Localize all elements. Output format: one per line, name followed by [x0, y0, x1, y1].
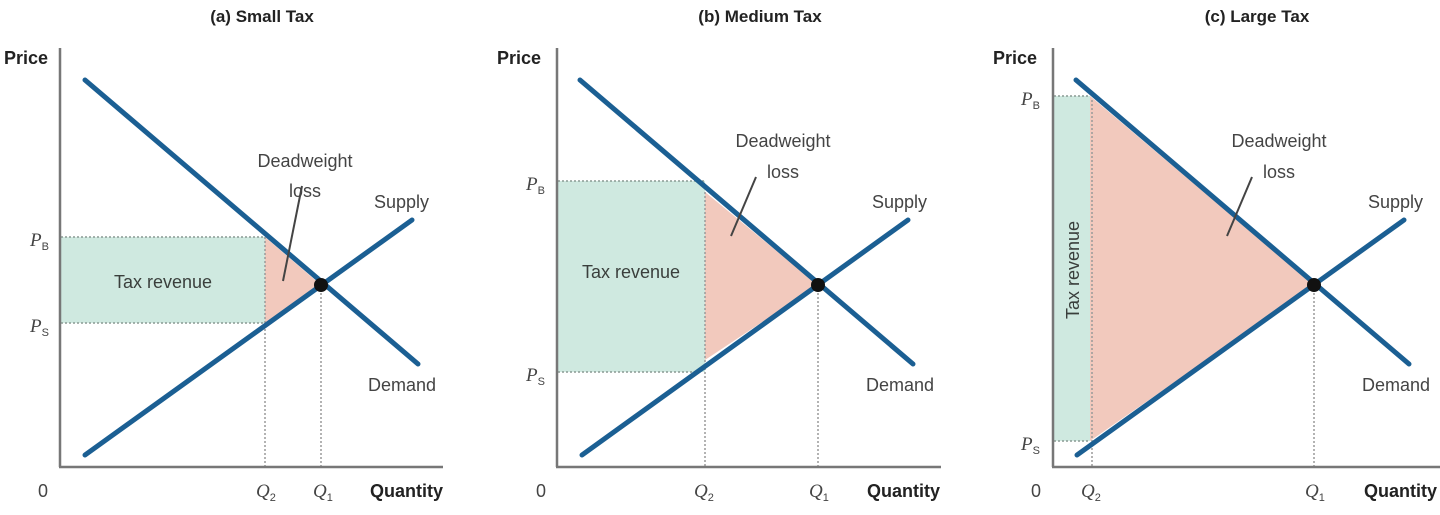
supply-curve	[82, 217, 415, 458]
supply-curve	[1074, 217, 1407, 458]
panel-title: (c) Large Tax	[1205, 7, 1310, 26]
demand-label: Demand	[368, 375, 436, 395]
ps-label: PS	[525, 365, 545, 388]
demand-label: Demand	[866, 375, 934, 395]
deadweight-loss-area	[265, 237, 321, 323]
deadweight-pointer	[282, 185, 303, 282]
tax-revenue-label: Tax revenue	[582, 262, 680, 282]
pb-label: PB	[525, 174, 545, 197]
q2-label: Q2	[256, 481, 276, 504]
panel-title: (b) Medium Tax	[698, 7, 822, 26]
equilibrium-point	[1307, 278, 1321, 292]
tax-revenue-area	[61, 237, 265, 323]
supply-label: Supply	[1368, 192, 1423, 212]
equilibrium-point	[314, 278, 328, 292]
x-axis-label: Quantity	[370, 481, 443, 501]
origin-label: 0	[536, 481, 546, 501]
tax-revenue-area	[558, 181, 705, 372]
demand-curve	[577, 77, 916, 367]
q1-label: Q1	[1305, 481, 1325, 504]
q1-label: Q1	[809, 481, 829, 504]
y-axis-label: Price	[497, 48, 541, 68]
x-axis-label: Quantity	[1364, 481, 1437, 501]
supply-label: Supply	[374, 192, 429, 212]
ps-label: PS	[1020, 434, 1040, 457]
equilibrium-point	[811, 278, 825, 292]
pb-label: PB	[1020, 89, 1040, 112]
tax-revenue-label: Tax revenue	[1063, 221, 1083, 319]
origin-label: 0	[38, 481, 48, 501]
y-axis-label: Price	[993, 48, 1037, 68]
deadweight-pointer	[1226, 176, 1253, 237]
deadweight-loss-area	[1090, 96, 1314, 441]
panel-small-tax: (a) Small Tax Price Quantity 0 Supply De…	[4, 7, 443, 504]
deadweight-label-line2: loss	[289, 181, 321, 201]
q1-label: Q1	[313, 481, 333, 504]
demand-label: Demand	[1362, 375, 1430, 395]
origin-label: 0	[1031, 481, 1041, 501]
deadweight-pointer	[730, 176, 757, 237]
deadweight-label-line1: Deadweight	[735, 131, 830, 151]
q2-label: Q2	[1081, 481, 1101, 504]
q2-label: Q2	[694, 481, 714, 504]
tax-revenue-area	[1054, 96, 1090, 441]
y-axis-label: Price	[4, 48, 48, 68]
x-axis-label: Quantity	[867, 481, 940, 501]
supply-label: Supply	[872, 192, 927, 212]
panel-medium-tax: (b) Medium Tax Price Quantity 0 Supply D…	[497, 7, 941, 504]
deadweight-label-line2: loss	[1263, 162, 1295, 182]
panel-title: (a) Small Tax	[210, 7, 314, 26]
demand-curve	[1073, 77, 1412, 367]
supply-curve	[579, 217, 911, 458]
tax-revenue-label: Tax revenue	[114, 272, 212, 292]
pb-label: PB	[29, 230, 49, 253]
panel-large-tax: (c) Large Tax Price Quantity 0 Supply De…	[993, 7, 1440, 504]
deadweight-loss-area	[705, 192, 818, 360]
demand-curve	[82, 77, 421, 367]
ps-label: PS	[29, 316, 49, 339]
deadweight-label-line2: loss	[767, 162, 799, 182]
deadweight-label-line1: Deadweight	[257, 151, 352, 171]
deadweight-label-line1: Deadweight	[1231, 131, 1326, 151]
